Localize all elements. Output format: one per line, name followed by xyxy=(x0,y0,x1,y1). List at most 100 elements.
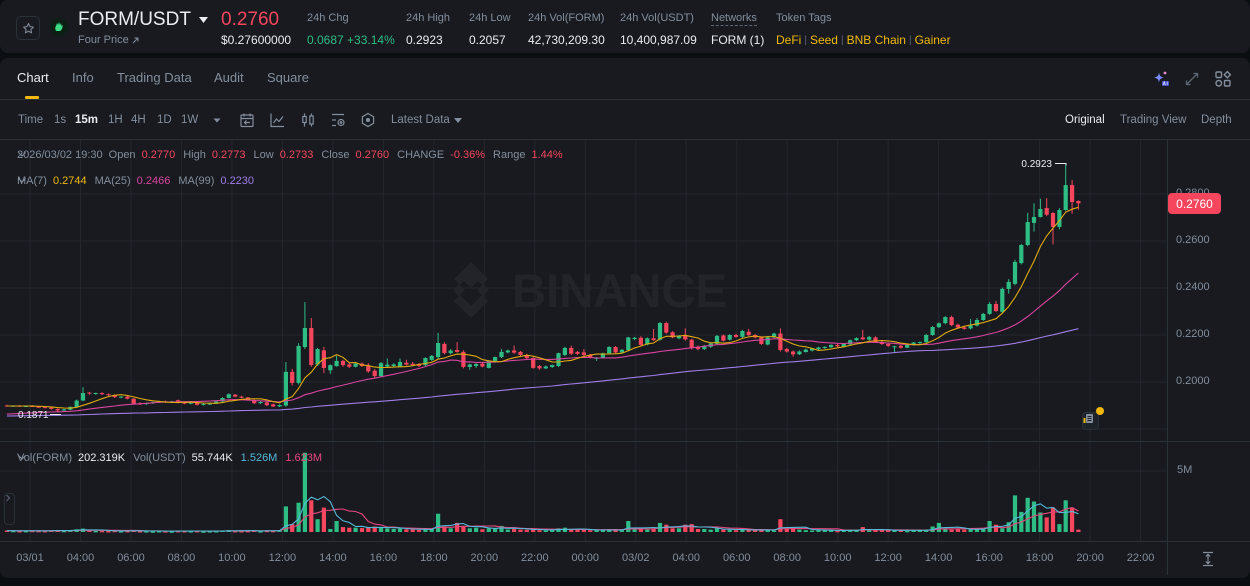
time-axis-label: 18:00 xyxy=(1025,552,1054,564)
stat-value: 42,730,209.30 xyxy=(528,33,605,47)
indicator-settings-button[interactable] xyxy=(330,112,346,128)
candle xyxy=(119,396,124,399)
latest-data-dropdown[interactable]: Latest Data xyxy=(391,114,462,126)
volume-bar xyxy=(315,519,320,532)
tab-trading-data[interactable]: Trading Data xyxy=(117,70,192,85)
volume-bar xyxy=(803,530,808,532)
pair-selector[interactable]: FORM/USDT xyxy=(78,9,208,31)
volume-bar xyxy=(695,529,701,532)
candle xyxy=(581,349,586,357)
candle xyxy=(683,328,688,341)
fullscreen-button[interactable] xyxy=(1183,70,1201,88)
candle xyxy=(499,349,504,358)
candle xyxy=(968,319,973,330)
chart-settings-button[interactable] xyxy=(360,112,376,128)
volume-bar xyxy=(740,529,745,532)
stat-label[interactable]: Networks xyxy=(711,12,757,26)
expand-sidebar-handle[interactable] xyxy=(4,493,15,525)
candle xyxy=(1019,243,1024,265)
chevron-down-icon[interactable] xyxy=(17,452,27,462)
volume-bar xyxy=(467,528,472,532)
active-tab-indicator xyxy=(25,96,39,99)
chevron-down-icon[interactable] xyxy=(17,175,27,185)
ma99-value: 0.2230 xyxy=(220,175,255,187)
favorite-button[interactable] xyxy=(16,16,40,40)
stat-value: 0.2923 xyxy=(406,33,443,47)
token-tag[interactable]: Gainer xyxy=(906,33,951,47)
view-original[interactable]: Original xyxy=(1065,114,1105,126)
volume-bar xyxy=(746,529,751,532)
volume-bar xyxy=(436,513,441,532)
interval-1w[interactable]: 1W xyxy=(181,114,199,126)
tab-info[interactable]: Info xyxy=(72,70,94,85)
time-axis-label: 16:00 xyxy=(975,552,1003,564)
volume-bar xyxy=(201,531,206,533)
interval-1s[interactable]: 1s xyxy=(54,114,67,126)
volume-bar xyxy=(1025,497,1030,532)
fit-scale-button[interactable] xyxy=(1200,551,1216,567)
volume-chart-canvas[interactable]: Vol(FORM) 202.319K Vol(USDT) 55.744K 1.5… xyxy=(0,441,1167,541)
volume-bar xyxy=(493,528,498,532)
candle xyxy=(638,336,643,346)
go-to-date-button[interactable] xyxy=(239,112,255,128)
token-tag-list: DeFi Seed BNB Chain Gainer xyxy=(776,33,951,47)
volume-bar xyxy=(1063,500,1068,532)
candle xyxy=(1070,179,1075,214)
volume-bar xyxy=(359,528,365,532)
interval-15m[interactable]: 15m xyxy=(75,114,99,126)
volume-bar xyxy=(239,531,244,533)
token-tag[interactable]: BNB Chain xyxy=(838,33,906,47)
candle xyxy=(296,343,301,385)
tab-square[interactable]: Square xyxy=(267,70,309,85)
view-trading-view[interactable]: Trading View xyxy=(1120,114,1187,126)
volume-bar xyxy=(455,522,460,532)
volume-bar xyxy=(537,530,542,532)
volume-bar xyxy=(949,529,954,532)
candle xyxy=(829,344,834,348)
candle xyxy=(816,346,821,350)
candle xyxy=(784,347,789,353)
volume-bar xyxy=(93,530,98,533)
interval-1d[interactable]: 1D xyxy=(157,114,172,126)
ai-assistant-button[interactable] xyxy=(1152,70,1170,88)
volume-bar xyxy=(372,526,377,532)
binance-watermark: BINANCE xyxy=(453,262,727,318)
settings-lines-icon xyxy=(332,113,345,127)
candle xyxy=(467,363,472,370)
indicators-button[interactable] xyxy=(269,112,285,128)
more-intervals-button[interactable] xyxy=(209,112,225,128)
volume-bar xyxy=(321,507,326,532)
time-axis[interactable]: 03/01 04:00 06:00 08:00 10:00 12:00 14:00 16:00… xyxy=(0,541,1167,575)
chart-panel: Chart Info Trading Data Audit Square Tim… xyxy=(0,58,1250,578)
four-price-link[interactable]: Four Price xyxy=(78,34,139,46)
volume-bar xyxy=(1038,512,1043,532)
tab-audit[interactable]: Audit xyxy=(214,70,244,85)
candle xyxy=(461,350,466,369)
price-chart-canvas[interactable]: BINANCE 0.2923 0.1871 2026/03/02 19:30 Ope… xyxy=(0,140,1167,441)
interval-1h[interactable]: 1H xyxy=(108,114,123,126)
token-tag[interactable]: Seed xyxy=(801,33,838,47)
hexagon-icon xyxy=(361,112,375,128)
news-notes-button[interactable] xyxy=(1082,412,1099,430)
candle xyxy=(607,346,612,355)
volume-bar xyxy=(917,530,922,532)
candle xyxy=(1044,198,1049,217)
chevron-down-icon[interactable] xyxy=(17,149,27,159)
token-tag[interactable]: DeFi xyxy=(776,33,802,47)
candle xyxy=(436,332,441,359)
candle xyxy=(924,333,929,343)
layout-button[interactable] xyxy=(1214,70,1232,88)
view-depth[interactable]: Depth xyxy=(1201,114,1232,126)
volume-bar xyxy=(974,529,980,532)
candle xyxy=(290,368,295,386)
candle xyxy=(99,392,105,395)
tab-chart[interactable]: Chart xyxy=(17,70,49,85)
candle xyxy=(772,332,777,339)
interval-4h[interactable]: 4H xyxy=(131,114,146,126)
chart-type-button[interactable] xyxy=(300,112,316,128)
time-label: Time xyxy=(18,114,44,126)
volume-axis[interactable]: 5M xyxy=(1167,441,1250,541)
candle xyxy=(277,404,282,408)
volume-bar xyxy=(1076,529,1081,532)
